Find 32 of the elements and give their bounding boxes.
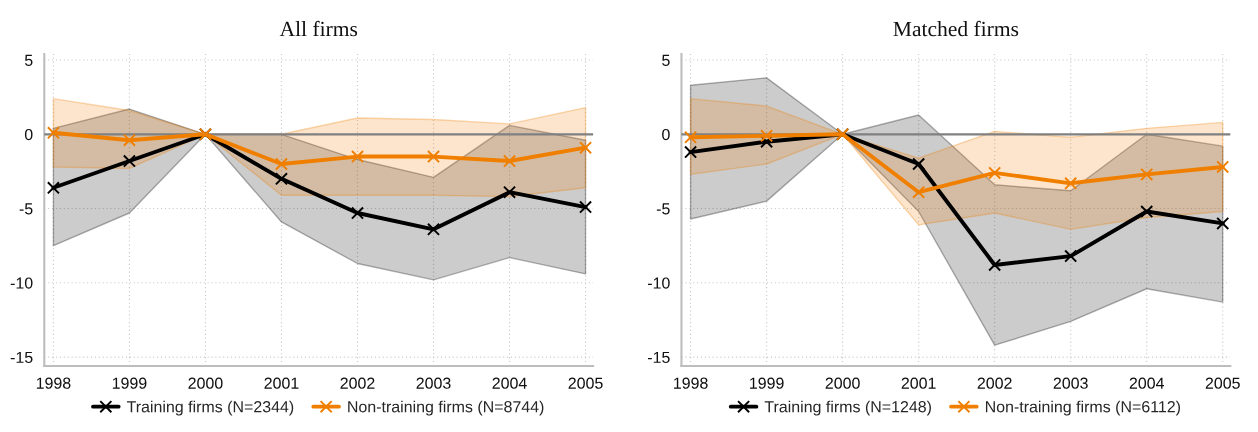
x-tick-label: 2005 [568, 377, 603, 389]
y-tick-label: 5 [24, 54, 33, 66]
y-tick-label: -5 [656, 203, 670, 215]
x-tick-label: 2003 [1053, 377, 1088, 389]
chart-title: Matched firms [893, 20, 1019, 37]
chart-title: All firms [279, 20, 358, 37]
x-tick-label: 2005 [1205, 377, 1240, 389]
legend-label: Training firms (N=2344) [126, 400, 294, 416]
y-tick-label: -10 [10, 277, 33, 289]
y-tick-label: 5 [662, 54, 670, 66]
y-tick-label: 0 [24, 128, 33, 141]
x-tick-label: 2004 [492, 377, 527, 389]
y-tick-label: -5 [19, 203, 33, 215]
x-tick-label: 2000 [188, 377, 223, 389]
y-tick-label: -15 [10, 351, 33, 364]
x-tick-label: 2002 [340, 377, 375, 389]
x-tick-label: 2002 [977, 377, 1012, 389]
x-tick-label: 1999 [112, 377, 147, 389]
y-tick-label: -10 [647, 277, 670, 289]
x-tick-label: 1998 [674, 377, 708, 389]
y-tick-label: 0 [662, 128, 670, 141]
legend-label: Training firms (N=1248) [764, 400, 931, 416]
x-tick-label: 2001 [901, 377, 936, 389]
x-tick-label: 1998 [36, 377, 71, 389]
legend-label: Non-training firms (N=8744) [348, 400, 544, 416]
legend-label: Non-training firms (N=6112) [985, 400, 1180, 416]
x-tick-label: 1999 [750, 377, 784, 389]
y-tick-label: -15 [647, 351, 670, 364]
x-tick-label: 2001 [264, 377, 299, 389]
x-tick-label: 2003 [416, 377, 451, 389]
x-tick-label: 2000 [825, 377, 860, 389]
x-tick-label: 2004 [1129, 377, 1164, 389]
